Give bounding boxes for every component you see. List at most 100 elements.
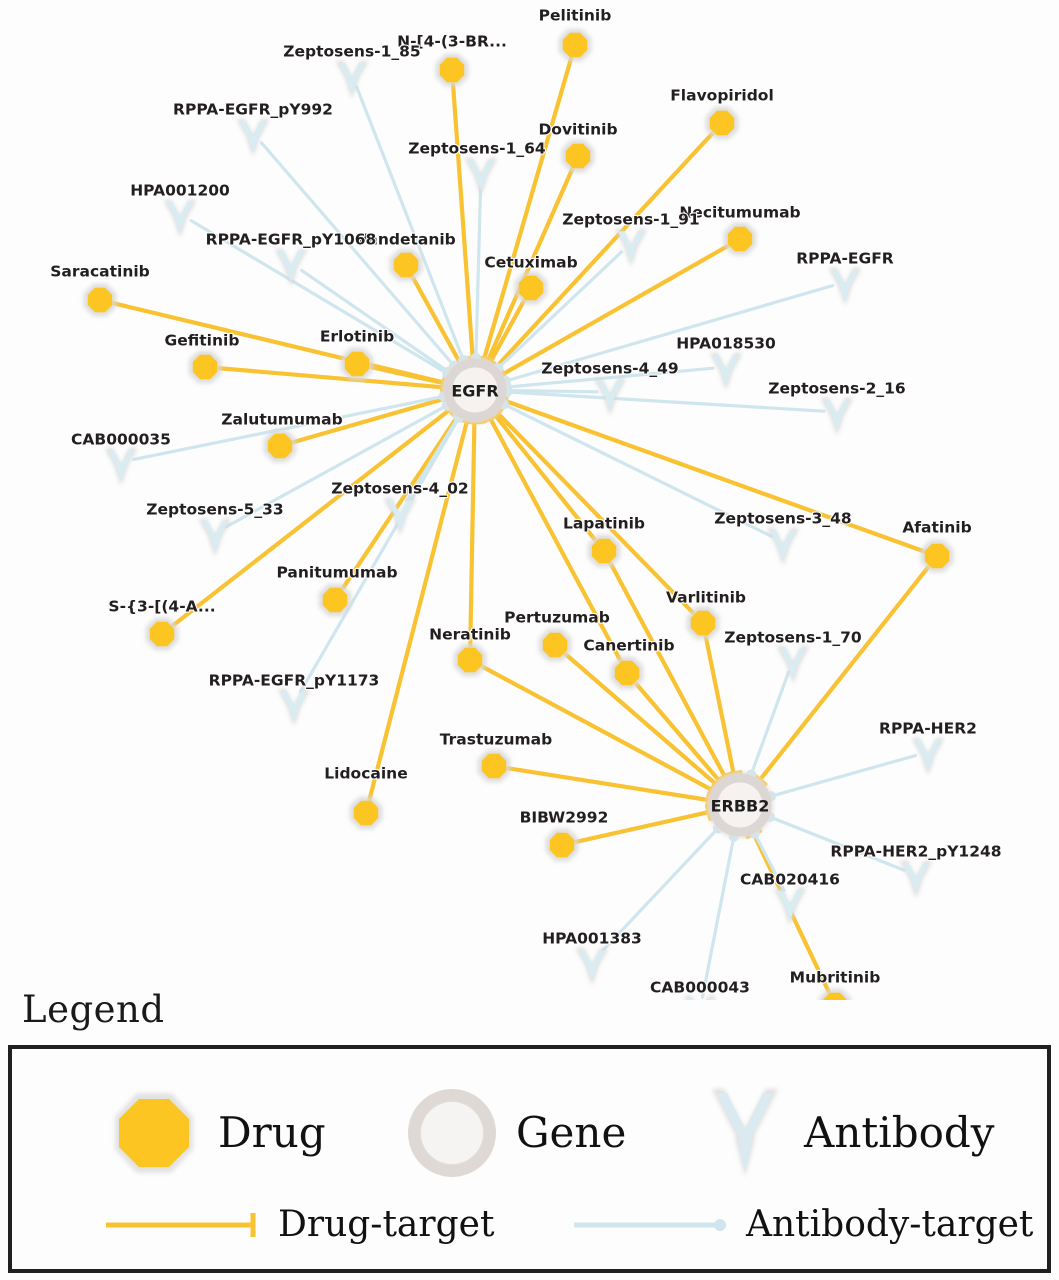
drug-target-edge[interactable] (488, 416, 623, 664)
drug-target-edge[interactable] (367, 364, 446, 386)
antibody-target-edge[interactable] (768, 815, 906, 872)
antibody-target-edge[interactable] (298, 416, 461, 694)
drug-node[interactable] (538, 628, 572, 662)
antibody-target-edge[interactable] (224, 403, 449, 529)
drug-node[interactable] (920, 539, 954, 573)
nodes-layer[interactable] (83, 28, 954, 1000)
drug-target-edge[interactable] (170, 407, 452, 629)
antibody-node[interactable] (593, 377, 627, 416)
antibody-target-edge[interactable] (599, 826, 720, 955)
antibody-node[interactable] (274, 248, 308, 287)
drug-node[interactable] (705, 106, 739, 140)
drug-target-edge[interactable] (367, 418, 470, 803)
antibody-target-edge[interactable] (502, 402, 773, 538)
antibody-node[interactable] (683, 995, 717, 1000)
antibody-node[interactable] (335, 60, 369, 99)
drug-target-edge[interactable] (485, 165, 575, 363)
antibody-node[interactable] (911, 737, 945, 776)
antibody-target-edge[interactable] (259, 141, 456, 368)
drug-node[interactable] (83, 283, 117, 317)
drug-target-edge[interactable] (479, 664, 714, 792)
antibody-target-edge[interactable] (132, 394, 446, 462)
antibody-node[interactable] (614, 228, 648, 267)
drug-node[interactable] (453, 643, 487, 677)
antibody-target-edge[interactable] (505, 388, 599, 394)
drug-node[interactable] (318, 583, 352, 617)
drug-node[interactable] (188, 350, 222, 384)
drug-target-edge[interactable] (215, 366, 446, 390)
drug-node[interactable] (349, 796, 383, 830)
antibody-target-edge[interactable] (505, 366, 715, 389)
drug-target-edge[interactable] (340, 414, 460, 592)
drug-node[interactable] (340, 347, 374, 381)
antibody-node[interactable] (828, 267, 862, 306)
antibody-target-edge-icon (574, 1219, 726, 1231)
network-graph[interactable]: Pelitinib N-[4-(3-BR... Flavopiridol Doviti… (0, 0, 1059, 1000)
antibody-node[interactable] (820, 397, 854, 436)
drug-target-edge[interactable] (703, 633, 736, 776)
antibody-target-edge[interactable] (749, 670, 791, 777)
antibody-target-edge[interactable] (753, 831, 786, 893)
drug-target-edge[interactable] (608, 560, 727, 779)
drug-target-edge[interactable] (633, 680, 722, 783)
drug-node-label: Zalutumumab (221, 411, 342, 429)
drug-node[interactable] (514, 271, 548, 305)
antibody-node[interactable] (899, 860, 933, 899)
drug-node[interactable] (389, 248, 423, 282)
antibody-node[interactable] (198, 518, 232, 557)
drug-node[interactable] (587, 534, 621, 568)
antibody-target-edge[interactable] (496, 250, 624, 370)
drug-node-label: N-[4-(3-BR... (397, 33, 507, 51)
antibody-node[interactable] (464, 157, 498, 196)
drug-target-edge[interactable] (504, 765, 711, 803)
drug-target-edge[interactable] (500, 243, 731, 377)
drug-node[interactable] (545, 828, 579, 862)
antibody-node[interactable] (766, 527, 800, 566)
drug-node[interactable] (686, 606, 720, 640)
drug-target-edge[interactable] (494, 130, 716, 369)
drug-node[interactable] (818, 988, 852, 1000)
antibody-node[interactable] (104, 447, 138, 486)
antibody-node[interactable] (575, 947, 609, 986)
drug-target-edge[interactable] (572, 809, 711, 845)
drug-node[interactable] (558, 28, 592, 62)
antibody-node[interactable] (383, 497, 417, 536)
drug-target-edge[interactable] (410, 274, 462, 365)
drug-target-edge[interactable] (503, 398, 927, 554)
antibody-target-edge[interactable] (474, 183, 483, 360)
drug-target-edge[interactable] (757, 564, 932, 783)
legend-item-gene: Gene (402, 1081, 626, 1185)
drug-target-edge[interactable] (481, 55, 574, 362)
drug-target-edge-icon (106, 1213, 256, 1237)
antibody-node[interactable] (163, 199, 197, 238)
drug-target-edge[interactable] (290, 396, 447, 445)
antibody-target-edge[interactable] (300, 268, 451, 374)
antibody-node[interactable] (277, 688, 311, 727)
drug-target-edge[interactable] (492, 412, 598, 543)
drug-node[interactable] (561, 139, 595, 173)
antibody-target-edge[interactable] (769, 753, 918, 798)
network-canvas[interactable]: Pelitinib N-[4-(3-BR... Flavopiridol Doviti… (0, 0, 1059, 1000)
drug-target-edge[interactable] (450, 80, 475, 361)
drug-node[interactable] (723, 222, 757, 256)
antibody-target-edge[interactable] (505, 390, 826, 413)
gene-node[interactable] (707, 772, 773, 838)
gene-node[interactable] (442, 357, 508, 423)
drug-node[interactable] (610, 656, 644, 690)
antibody-node[interactable] (709, 352, 743, 391)
antibody-node[interactable] (776, 645, 810, 684)
drug-target-edge[interactable] (562, 651, 718, 787)
antibody-target-edge[interactable] (504, 284, 835, 383)
antibody-target-edge[interactable] (700, 834, 736, 999)
drug-target-edge[interactable] (468, 419, 477, 650)
antibody-target-edge[interactable] (189, 219, 450, 376)
antibody-node[interactable] (236, 118, 270, 157)
drug-node[interactable] (145, 617, 179, 651)
drug-node[interactable] (263, 429, 297, 463)
drug-target-edge[interactable] (488, 297, 527, 365)
drug-node[interactable] (435, 53, 469, 87)
antibody-target-edge[interactable] (355, 85, 465, 362)
antibody-node[interactable] (773, 887, 807, 926)
drug-target-edge[interactable] (495, 410, 697, 616)
drug-node[interactable] (477, 749, 511, 783)
